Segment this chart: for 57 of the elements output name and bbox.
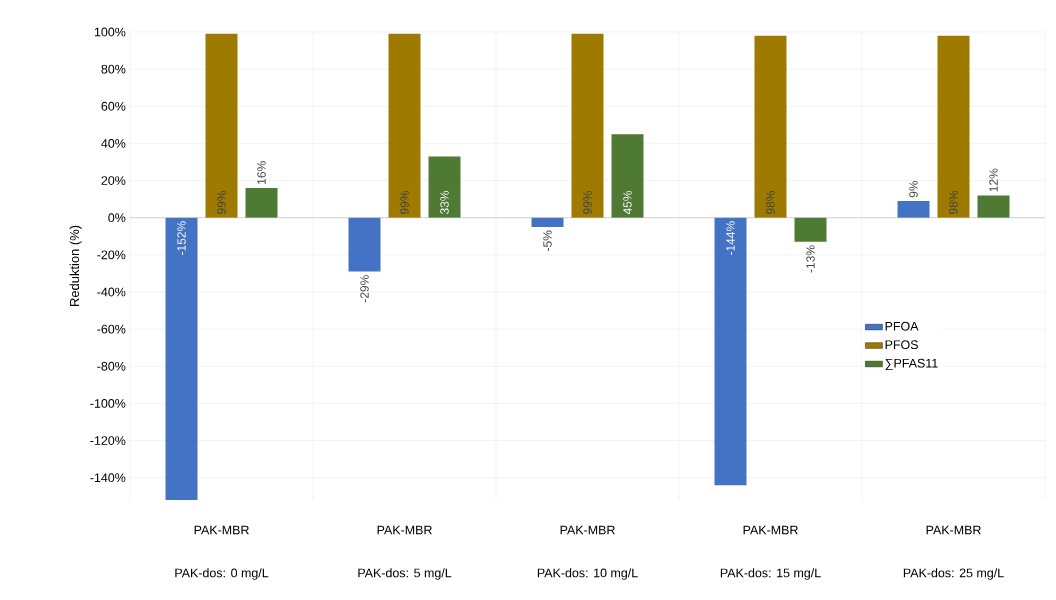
y-axis-title: Reduktion (%) xyxy=(69,225,82,306)
x-tick-label: PAK-dos: 25 mg/L xyxy=(903,568,1004,580)
y-tick-label: -100% xyxy=(90,399,126,408)
y-tick-label: 20% xyxy=(101,176,126,185)
legend-label: PFOS xyxy=(885,340,918,350)
bar xyxy=(754,35,787,218)
bar xyxy=(571,33,604,218)
y-tick-label: -140% xyxy=(90,473,126,483)
data-label: -144% xyxy=(726,221,735,255)
x-tick-label: PAK-dos: 10 mg/L xyxy=(537,568,638,580)
text: PAK-MBR xyxy=(743,525,798,535)
x-tick-label: PAK-dos: 0 mg/L xyxy=(175,568,269,580)
data-label: 16% xyxy=(257,161,266,184)
bar xyxy=(897,200,930,218)
bar xyxy=(531,217,564,227)
y-tick-label: -120% xyxy=(90,436,126,445)
bar xyxy=(165,217,198,500)
data-label: 99% xyxy=(583,191,592,214)
legend-label: PFOA xyxy=(885,321,919,331)
text: PAK-MBR xyxy=(377,525,432,535)
bar xyxy=(348,217,381,272)
x-tick-label: PAK-dos: 5 mg/L xyxy=(358,568,452,580)
text: PAK-MBR xyxy=(194,525,249,535)
bar xyxy=(611,134,644,218)
bar xyxy=(428,156,461,218)
data-label: 98% xyxy=(766,191,775,214)
y-tick-label: -80% xyxy=(97,361,126,371)
y-tick-label: 0% xyxy=(108,213,126,223)
data-label: -13% xyxy=(806,245,815,273)
y-tick-label: 100% xyxy=(94,27,126,37)
bar xyxy=(714,217,747,486)
legend-label: ∑PFAS11 xyxy=(885,358,938,371)
data-label: 12% xyxy=(989,168,998,192)
y-tick-label: 40% xyxy=(101,139,126,148)
y-tick-label: 80% xyxy=(101,64,126,74)
bar xyxy=(388,33,421,218)
bar xyxy=(205,33,238,218)
data-label: 45% xyxy=(623,191,632,215)
data-label: 98% xyxy=(949,191,958,214)
y-tick-label: -20% xyxy=(97,250,126,260)
y-tick-label: -60% xyxy=(97,324,126,334)
y-tick-label: 60% xyxy=(101,101,126,111)
bar xyxy=(937,35,970,218)
data-label: 33% xyxy=(440,191,449,215)
x-tick-label: PAK-dos: 15 mg/L xyxy=(720,568,821,580)
y-tick-label: -40% xyxy=(97,287,126,297)
bar xyxy=(977,195,1010,218)
data-label: -29% xyxy=(360,275,369,303)
data-label: -152% xyxy=(177,221,186,255)
data-label: 99% xyxy=(217,191,226,214)
text: PAK-MBR xyxy=(926,525,981,535)
bar xyxy=(794,217,827,242)
data-label: 99% xyxy=(400,191,409,214)
text: PAK-MBR xyxy=(560,525,615,535)
data-label: 9% xyxy=(909,180,918,198)
data-label: -5% xyxy=(543,230,552,251)
bar xyxy=(245,187,278,218)
